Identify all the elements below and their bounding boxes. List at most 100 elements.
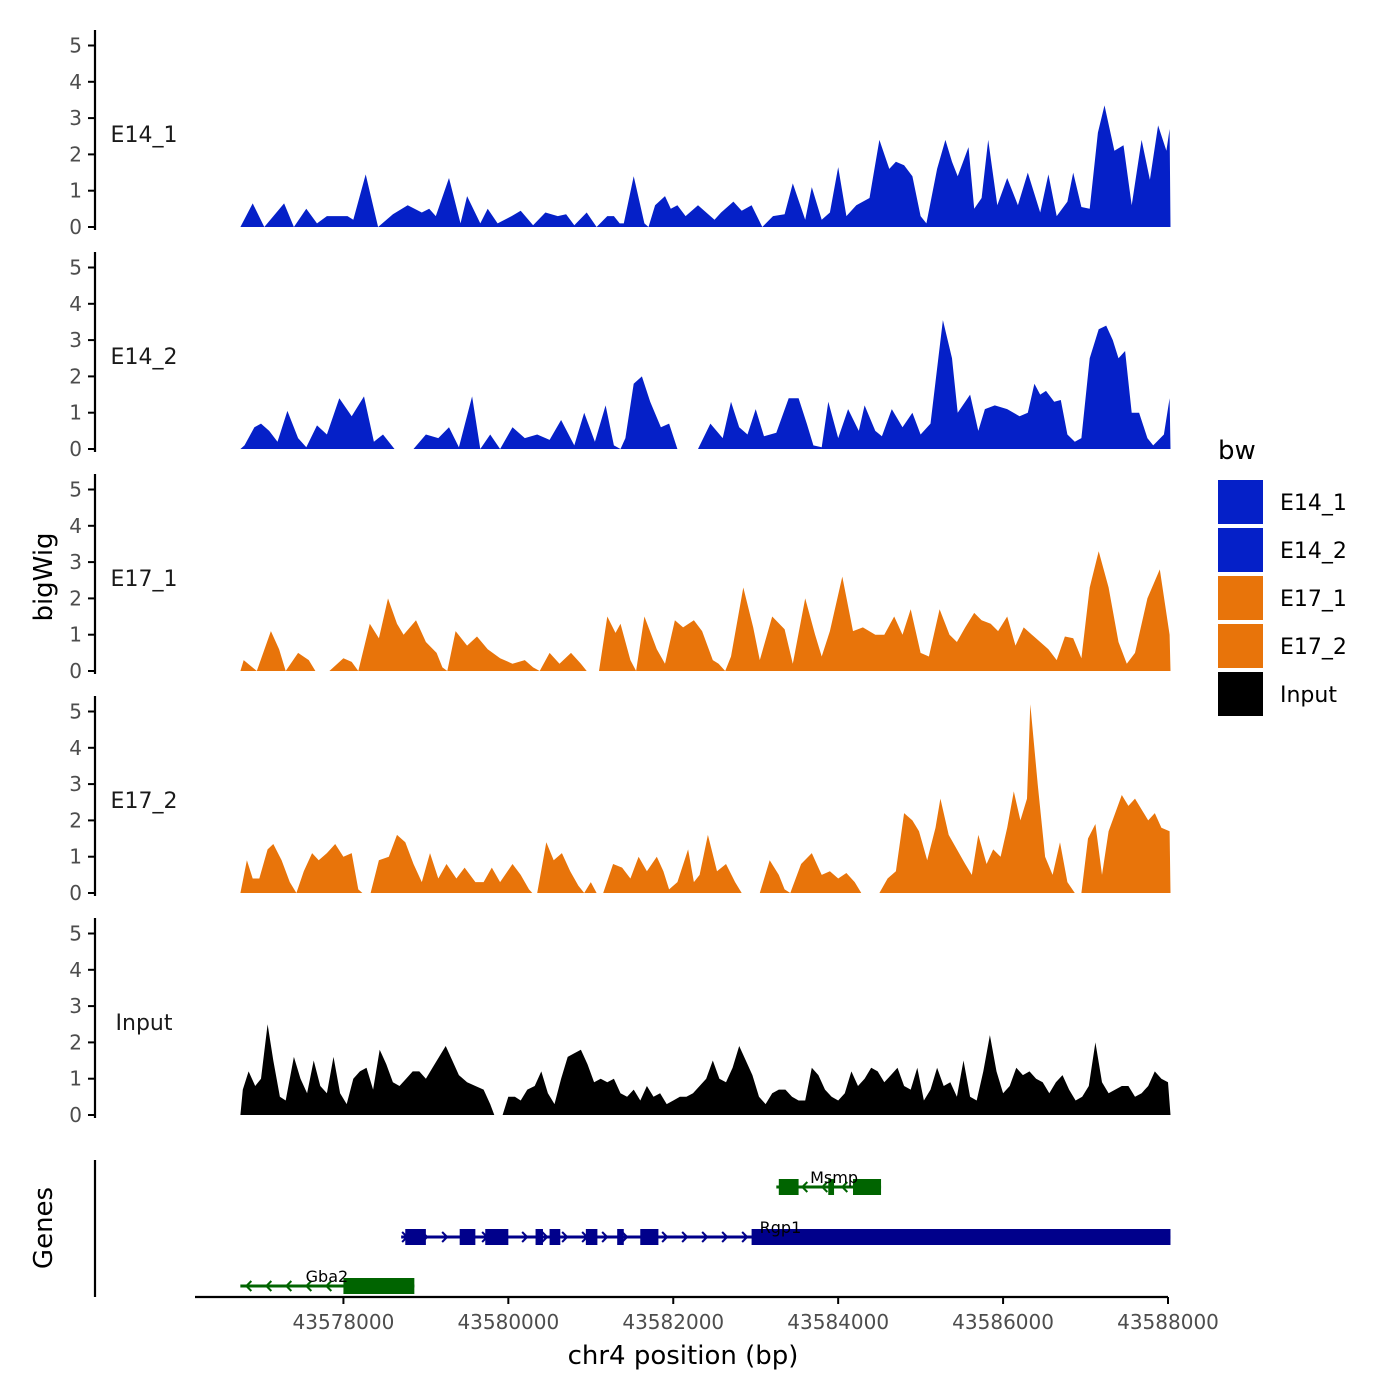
y-axis-title: bigWig [29,532,59,621]
strand-arrow [681,1231,689,1243]
gene-name-label: Gba2 [306,1267,349,1286]
track-label: Input [116,1011,173,1036]
gene-exon [585,1229,598,1245]
strand-arrow [601,1231,609,1243]
y-tick-label: 3 [69,106,82,130]
strand-arrow [264,1280,273,1292]
x-tick-label: 43588000 [1117,1310,1219,1334]
y-tick-label: 4 [69,958,82,982]
legend-swatch-E14_1 [1218,480,1263,524]
signal-area [240,320,1171,449]
strand-arrow [284,1280,293,1292]
legend-swatch-Input [1218,672,1263,716]
track-E17_1: 0 1 2 3 4 5 E17_1 [69,474,1171,683]
gene-exon [778,1179,799,1195]
gene-exon [485,1229,509,1245]
legend-label-E17_1: E17_1 [1280,587,1347,612]
track-label: E17_2 [111,789,178,814]
strand-arrow [820,1181,829,1193]
y-tick-label: 3 [69,772,82,796]
gene-exon [459,1229,476,1245]
y-tick-label: 2 [69,142,82,166]
gene-name-label: Rgp1 [760,1218,802,1237]
gene-msmp: Msmp [776,1168,882,1195]
y-tick-label: 2 [69,808,82,832]
y-tick-label: 0 [69,881,82,905]
legend-label-E17_2: E17_2 [1280,635,1347,660]
y-tick-label: 4 [69,292,82,316]
y-tick-label: 3 [69,550,82,574]
gene-gba2: Gba2 [240,1267,415,1294]
gene-exon [405,1229,426,1245]
x-axis-title: chr4 position (bp) [568,1341,799,1371]
track-E17_2: 0 1 2 3 4 5 E17_2 [69,696,1171,905]
gene-exon [343,1278,415,1294]
y-tick-label: 5 [69,478,82,502]
strand-arrow [621,1231,629,1243]
y-tick-label: 1 [69,179,82,203]
y-tick-label: 5 [69,922,82,946]
y-tick-label: 2 [69,1030,82,1054]
y-tick-label: 5 [69,256,82,280]
legend-swatch-E17_2 [1218,624,1263,668]
strand-arrow [721,1231,729,1243]
y-tick-label: 0 [69,215,82,239]
y-tick-label: 0 [69,1103,82,1127]
legend-label-E14_1: E14_1 [1280,491,1347,516]
gene-name-label: Msmp [810,1168,858,1187]
gene-exon [549,1229,561,1245]
y-tick-label: 0 [69,437,82,461]
y-tick-label: 4 [69,736,82,760]
y-tick-label: 1 [69,1067,82,1091]
y-tick-label: 1 [69,401,82,425]
y-tick-label: 4 [69,514,82,538]
gene-exon [751,1229,1171,1245]
track-label: E14_1 [111,123,178,148]
legend-swatch-E14_2 [1218,528,1263,572]
legend-swatch-E17_1 [1218,576,1263,620]
y-tick-label: 5 [69,700,82,724]
y-tick-label: 0 [69,659,82,683]
y-tick-label: 1 [69,623,82,647]
strand-arrow [800,1181,809,1193]
x-tick-label: 43586000 [952,1310,1054,1334]
legend-label-Input: Input [1280,683,1337,708]
y-tick-label: 4 [69,70,82,94]
strand-arrow [741,1231,749,1243]
x-axis: 43578000 43580000 43582000 43584000 43586000… [195,1295,1219,1334]
strand-arrow [521,1231,529,1243]
x-tick-label: 43582000 [622,1310,724,1334]
y-tick-label: 1 [69,845,82,869]
gene-exon [853,1179,882,1195]
gene-exon [535,1229,543,1245]
signal-area [240,551,1171,671]
x-tick-label: 43580000 [457,1310,559,1334]
legend: bw E14_1 E14_2 E17_1 E17_2 Input [1218,436,1347,716]
y-tick-label: 2 [69,364,82,388]
y-tick-label: 3 [69,328,82,352]
track-E14_2: 0 1 2 3 4 5 E14_2 [69,252,1171,461]
strand-arrow [561,1231,569,1243]
genes-panel-title: Genes [29,1187,59,1269]
strand-arrow [701,1231,709,1243]
strand-arrow [661,1231,669,1243]
strand-arrow [324,1280,333,1292]
strand-arrow [840,1181,849,1193]
x-tick-label: 43584000 [787,1310,889,1334]
gene-exon [828,1179,835,1195]
signal-area [240,105,1171,227]
y-tick-label: 2 [69,586,82,610]
x-tick-label: 43578000 [293,1310,395,1334]
gene-exon [617,1229,624,1245]
gene-exon [640,1229,659,1245]
y-tick-label: 5 [69,34,82,58]
bigwig-tracks: 0 1 2 3 4 5 E14_1 0 1 2 3 4 5 E14_2 0 1 2 3 4 5 E17_1 0 1 2 3 4 5 E… [69,30,1171,1127]
track-label: E14_2 [111,345,178,370]
strand-arrow [244,1280,253,1292]
legend-title: bw [1218,436,1256,466]
strand-arrow [304,1280,313,1292]
gene-rgp1: Rgp1 [401,1218,1171,1245]
track-E14_1: 0 1 2 3 4 5 E14_1 [69,30,1171,239]
track-label: E17_1 [111,567,178,592]
